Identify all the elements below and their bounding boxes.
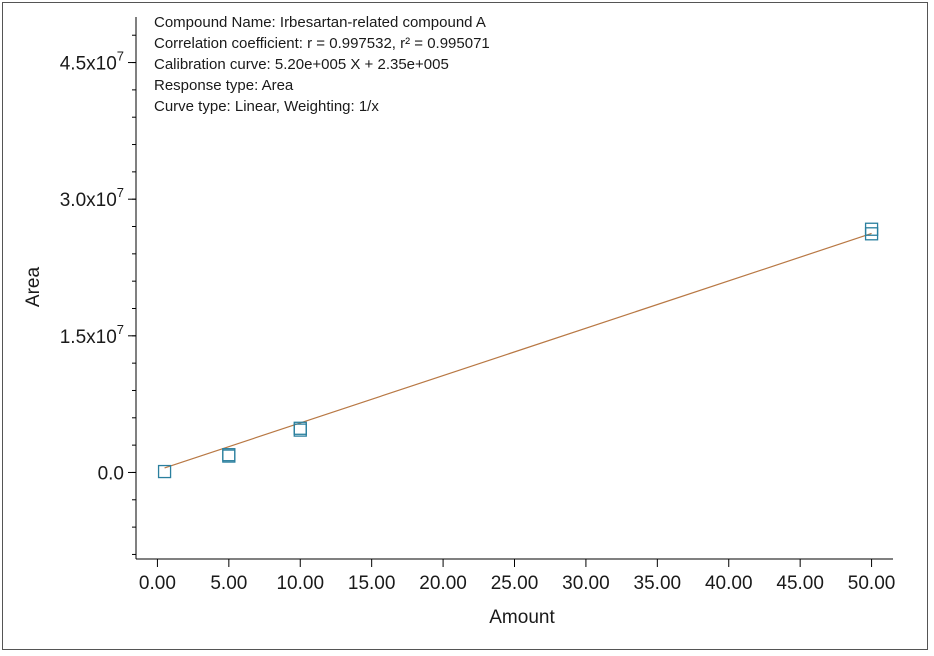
x-tick-label: 40.00	[705, 573, 753, 594]
x-tick-label: 20.00	[419, 573, 467, 594]
y-tick-label: 0.0	[98, 463, 124, 484]
info-line: Curve type: Linear, Weighting: 1/x	[154, 98, 379, 115]
info-line: Response type: Area	[154, 77, 294, 94]
data-point	[864, 222, 879, 236]
x-tick-label: 30.00	[562, 573, 610, 594]
x-tick-label: 0.00	[139, 573, 176, 594]
x-tick-label: 50.00	[848, 573, 896, 594]
data-point	[222, 448, 236, 462]
axes: 0.0 1.5x107 3.0x107 4.5x107 0.00 5.00 10.00 15.…	[60, 17, 896, 594]
y-tick-label: 1.5x107	[60, 322, 124, 348]
axis-labels: Amount Area	[23, 267, 555, 628]
info-line: Calibration curve: 5.20e+005 X + 2.35e+0…	[154, 56, 449, 73]
fit-line-group	[164, 232, 872, 469]
x-axis-label: Amount	[489, 607, 555, 628]
data-point	[293, 421, 307, 435]
x-tick-label: 10.00	[276, 573, 324, 594]
data-point	[157, 464, 172, 479]
y-tick-label: 3.0x107	[60, 185, 124, 211]
info-block: Compound Name: Irbesartan-related compou…	[154, 14, 490, 115]
fit-line	[164, 232, 872, 469]
info-line: Compound Name: Irbesartan-related compou…	[154, 14, 486, 31]
x-tick-label: 45.00	[776, 573, 824, 594]
data-points	[157, 222, 879, 479]
x-tick-label: 5.00	[210, 573, 247, 594]
y-tick-label: 4.5x107	[60, 49, 124, 75]
x-tick-label: 35.00	[634, 573, 682, 594]
x-tick-label: 25.00	[491, 573, 539, 594]
calibration-chart: Compound Name: Irbesartan-related compou…	[23, 14, 896, 628]
figure-frame: Compound Name: Irbesartan-related compou…	[2, 2, 928, 650]
info-line: Correlation coefficient: r = 0.997532, r…	[154, 35, 490, 52]
y-axis-label: Area	[23, 267, 44, 308]
x-tick-label: 15.00	[348, 573, 396, 594]
